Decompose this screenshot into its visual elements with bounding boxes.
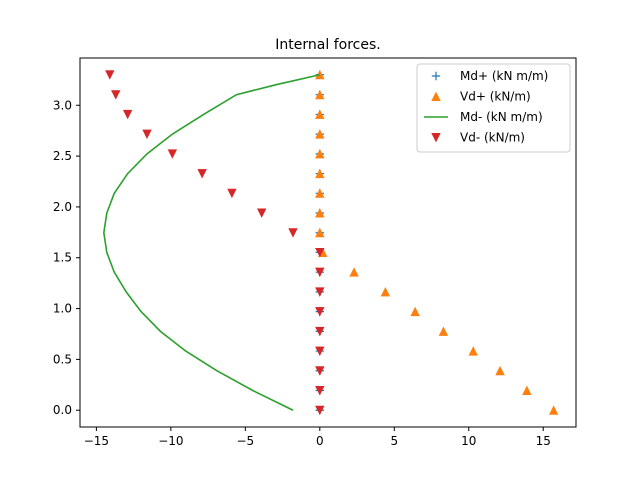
data-point-vd-kn-m [315,148,325,159]
data-point-vd-kn-m [315,386,325,396]
legend-box [416,63,571,153]
data-point-vd-kn-m [315,287,325,297]
legend-label: Vd+ (kN/m) [460,90,531,104]
x-tick-label: −5 [236,434,254,448]
y-tick-label: 1.5 [53,251,72,265]
legend-entry-md-kn-m-m: Md+ (kN m/m) [431,69,548,83]
data-point-vd-kn-m [167,149,178,159]
data-point-vd-kn-m [468,346,478,356]
data-point-vd-kn-m [315,267,325,278]
legend-handle [431,71,441,81]
series-vd-kn-m [315,69,559,415]
data-point-vd-kn-m [197,169,207,179]
x-tick-label: 10 [461,434,476,448]
legend-entry-md-kn-m-m: Md- (kN m/m) [424,110,543,124]
legend-entry-vd-kn-m: Vd+ (kN/m) [431,90,531,104]
axes: −15 −10 −5 0 5 10 15 0.0 0.5 1.0 1.5 2.0 2.5 3.0 [53,98,551,448]
y-tick-label: 2.5 [53,149,72,163]
data-point-vd-kn-m [122,109,133,120]
data-point-vd-kn-m [495,365,505,376]
data-point-vd-kn-m [227,188,237,199]
data-point-vd-kn-m [315,405,325,416]
y-tick-label: 2.0 [53,200,72,214]
data-point-vd-kn-m [410,306,420,317]
data-point-vd-kn-m [380,287,391,297]
data-point-vd-kn-m [142,129,152,140]
data-point-vd-kn-m [111,90,121,100]
axes-frame [79,57,577,428]
x-tick-label: 0 [316,434,324,448]
x-tick-label: −15 [84,434,109,448]
data-point-vd-kn-m [315,346,325,356]
x-tick-label: 5 [390,434,398,448]
data-point-vd-kn-m [315,109,325,119]
data-point-vd-kn-m [315,168,325,179]
data-point-vd-kn-m [438,326,449,336]
x-tick-label: −10 [158,434,183,448]
data-point-vd-kn-m [349,267,359,277]
data-point-vd-kn-m [315,227,325,238]
series-md-kn-m-m [103,73,320,411]
legend: Md+ (kN m/m) Vd+ (kN/m) Md- (kN m/m) Vd- (k… [416,63,571,153]
data-point-vd-kn-m [315,247,325,258]
data-point-vd-kn-m [315,129,325,139]
y-tick-label: 0.0 [53,403,72,417]
legend-label: Vd- (kN/m) [460,131,525,145]
legend-entry-vd-kn-m: Vd- (kN/m) [431,131,525,145]
series-line-md-kn-m-m [103,73,320,411]
data-point-vd-kn-m [288,228,298,238]
data-point-vd-kn-m [315,89,325,100]
chart-title: Internal forces. [275,37,380,53]
legend-handle [431,91,441,101]
data-point-vd-kn-m [548,405,559,415]
data-point-vd-kn-m [315,326,325,337]
data-point-vd-kn-m [315,366,325,376]
y-tick-label: 3.0 [53,98,72,112]
legend-label: Md- (kN m/m) [460,110,543,124]
data-point-vd-kn-m [257,208,267,218]
data-point-vd-kn-m [315,188,325,198]
x-tick-label: 15 [536,434,551,448]
data-point-vd-kn-m [105,70,115,80]
legend-handle [431,133,441,143]
plot-area [103,69,559,416]
y-tick-label: 0.5 [53,352,72,366]
y-tick-label: 1.0 [53,302,72,316]
legend-label: Md+ (kN m/m) [460,69,548,83]
series-vd-kn-m [105,70,325,416]
data-point-vd-kn-m [315,307,325,317]
data-point-vd-kn-m [522,385,532,396]
data-point-vd-kn-m [315,208,325,218]
